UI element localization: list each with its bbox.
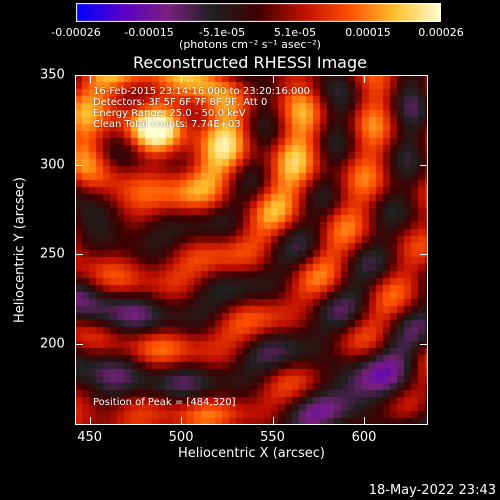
y-tick-mark — [75, 164, 83, 166]
y-tick-mark — [75, 75, 83, 76]
y-tick-label: 300 — [40, 157, 65, 173]
y-tick-label: 350 — [40, 67, 65, 83]
colorbar-tick: 0.00026 — [418, 26, 464, 39]
y-tick-mark — [75, 344, 83, 346]
y-tick-mark — [420, 344, 428, 346]
x-tick-label: 500 — [168, 430, 194, 445]
heatmap-image — [75, 75, 428, 425]
counts-annotation: Clean Total counts: 7.74E+03 — [93, 119, 241, 130]
x-tick-label: 600 — [351, 430, 377, 445]
x-tick-mark — [181, 75, 183, 83]
x-tick-mark — [272, 417, 274, 425]
y-tick-mark — [420, 75, 428, 76]
plot-frame — [75, 75, 428, 425]
y-tick-mark — [420, 164, 428, 166]
x-tick-mark — [89, 75, 91, 83]
chart-title: Reconstructed RHESSI Image — [133, 53, 367, 72]
x-tick-mark — [181, 417, 183, 425]
x-axis-label: Heliocentric X (arcsec) — [178, 446, 325, 461]
x-tick-mark — [363, 417, 365, 425]
colorbar-tick: 5.1e-05 — [273, 26, 317, 39]
y-tick-label: 250 — [40, 246, 65, 262]
y-tick-mark — [75, 254, 83, 256]
y-tick-mark — [420, 254, 428, 256]
peak-annotation: Position of Peak = [484,320] — [93, 397, 236, 408]
colorbar — [76, 3, 441, 22]
x-tick-label: 450 — [77, 430, 103, 445]
plot-area: 16-Feb-2015 23:14:16.000 to 23:20:16.000… — [75, 75, 428, 425]
colorbar-unit: (photons cm⁻² s⁻¹ asec⁻²) — [179, 38, 321, 51]
colorbar-tick: 0.00015 — [345, 26, 391, 39]
detectors-annotation: Detectors: 3F 5F 6F 7F 8F 9F, Att 0 — [93, 97, 268, 108]
colorbar-tick: -0.00015 — [124, 26, 174, 39]
x-tick-mark — [363, 75, 365, 83]
x-tick-mark — [89, 417, 91, 425]
y-axis-label: Heliocentric Y (arcsec) — [12, 177, 28, 323]
footer-date: 18-May-2022 23:43 — [368, 483, 496, 498]
time-range-annotation: 16-Feb-2015 23:14:16.000 to 23:20:16.000 — [93, 86, 311, 97]
x-tick-label: 550 — [260, 430, 285, 445]
y-tick-label: 200 — [40, 336, 65, 352]
colorbar-tick: -5.1e-05 — [198, 26, 246, 39]
colorbar-tick: -0.00026 — [51, 26, 101, 39]
energy-annotation: Energy Range: 25.0 - 50.0 keV — [93, 108, 246, 119]
x-tick-mark — [272, 75, 274, 83]
